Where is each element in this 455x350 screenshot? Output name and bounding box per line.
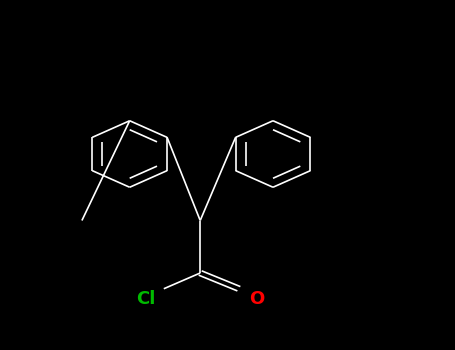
Text: O: O [249,290,265,308]
Text: Cl: Cl [136,290,155,308]
